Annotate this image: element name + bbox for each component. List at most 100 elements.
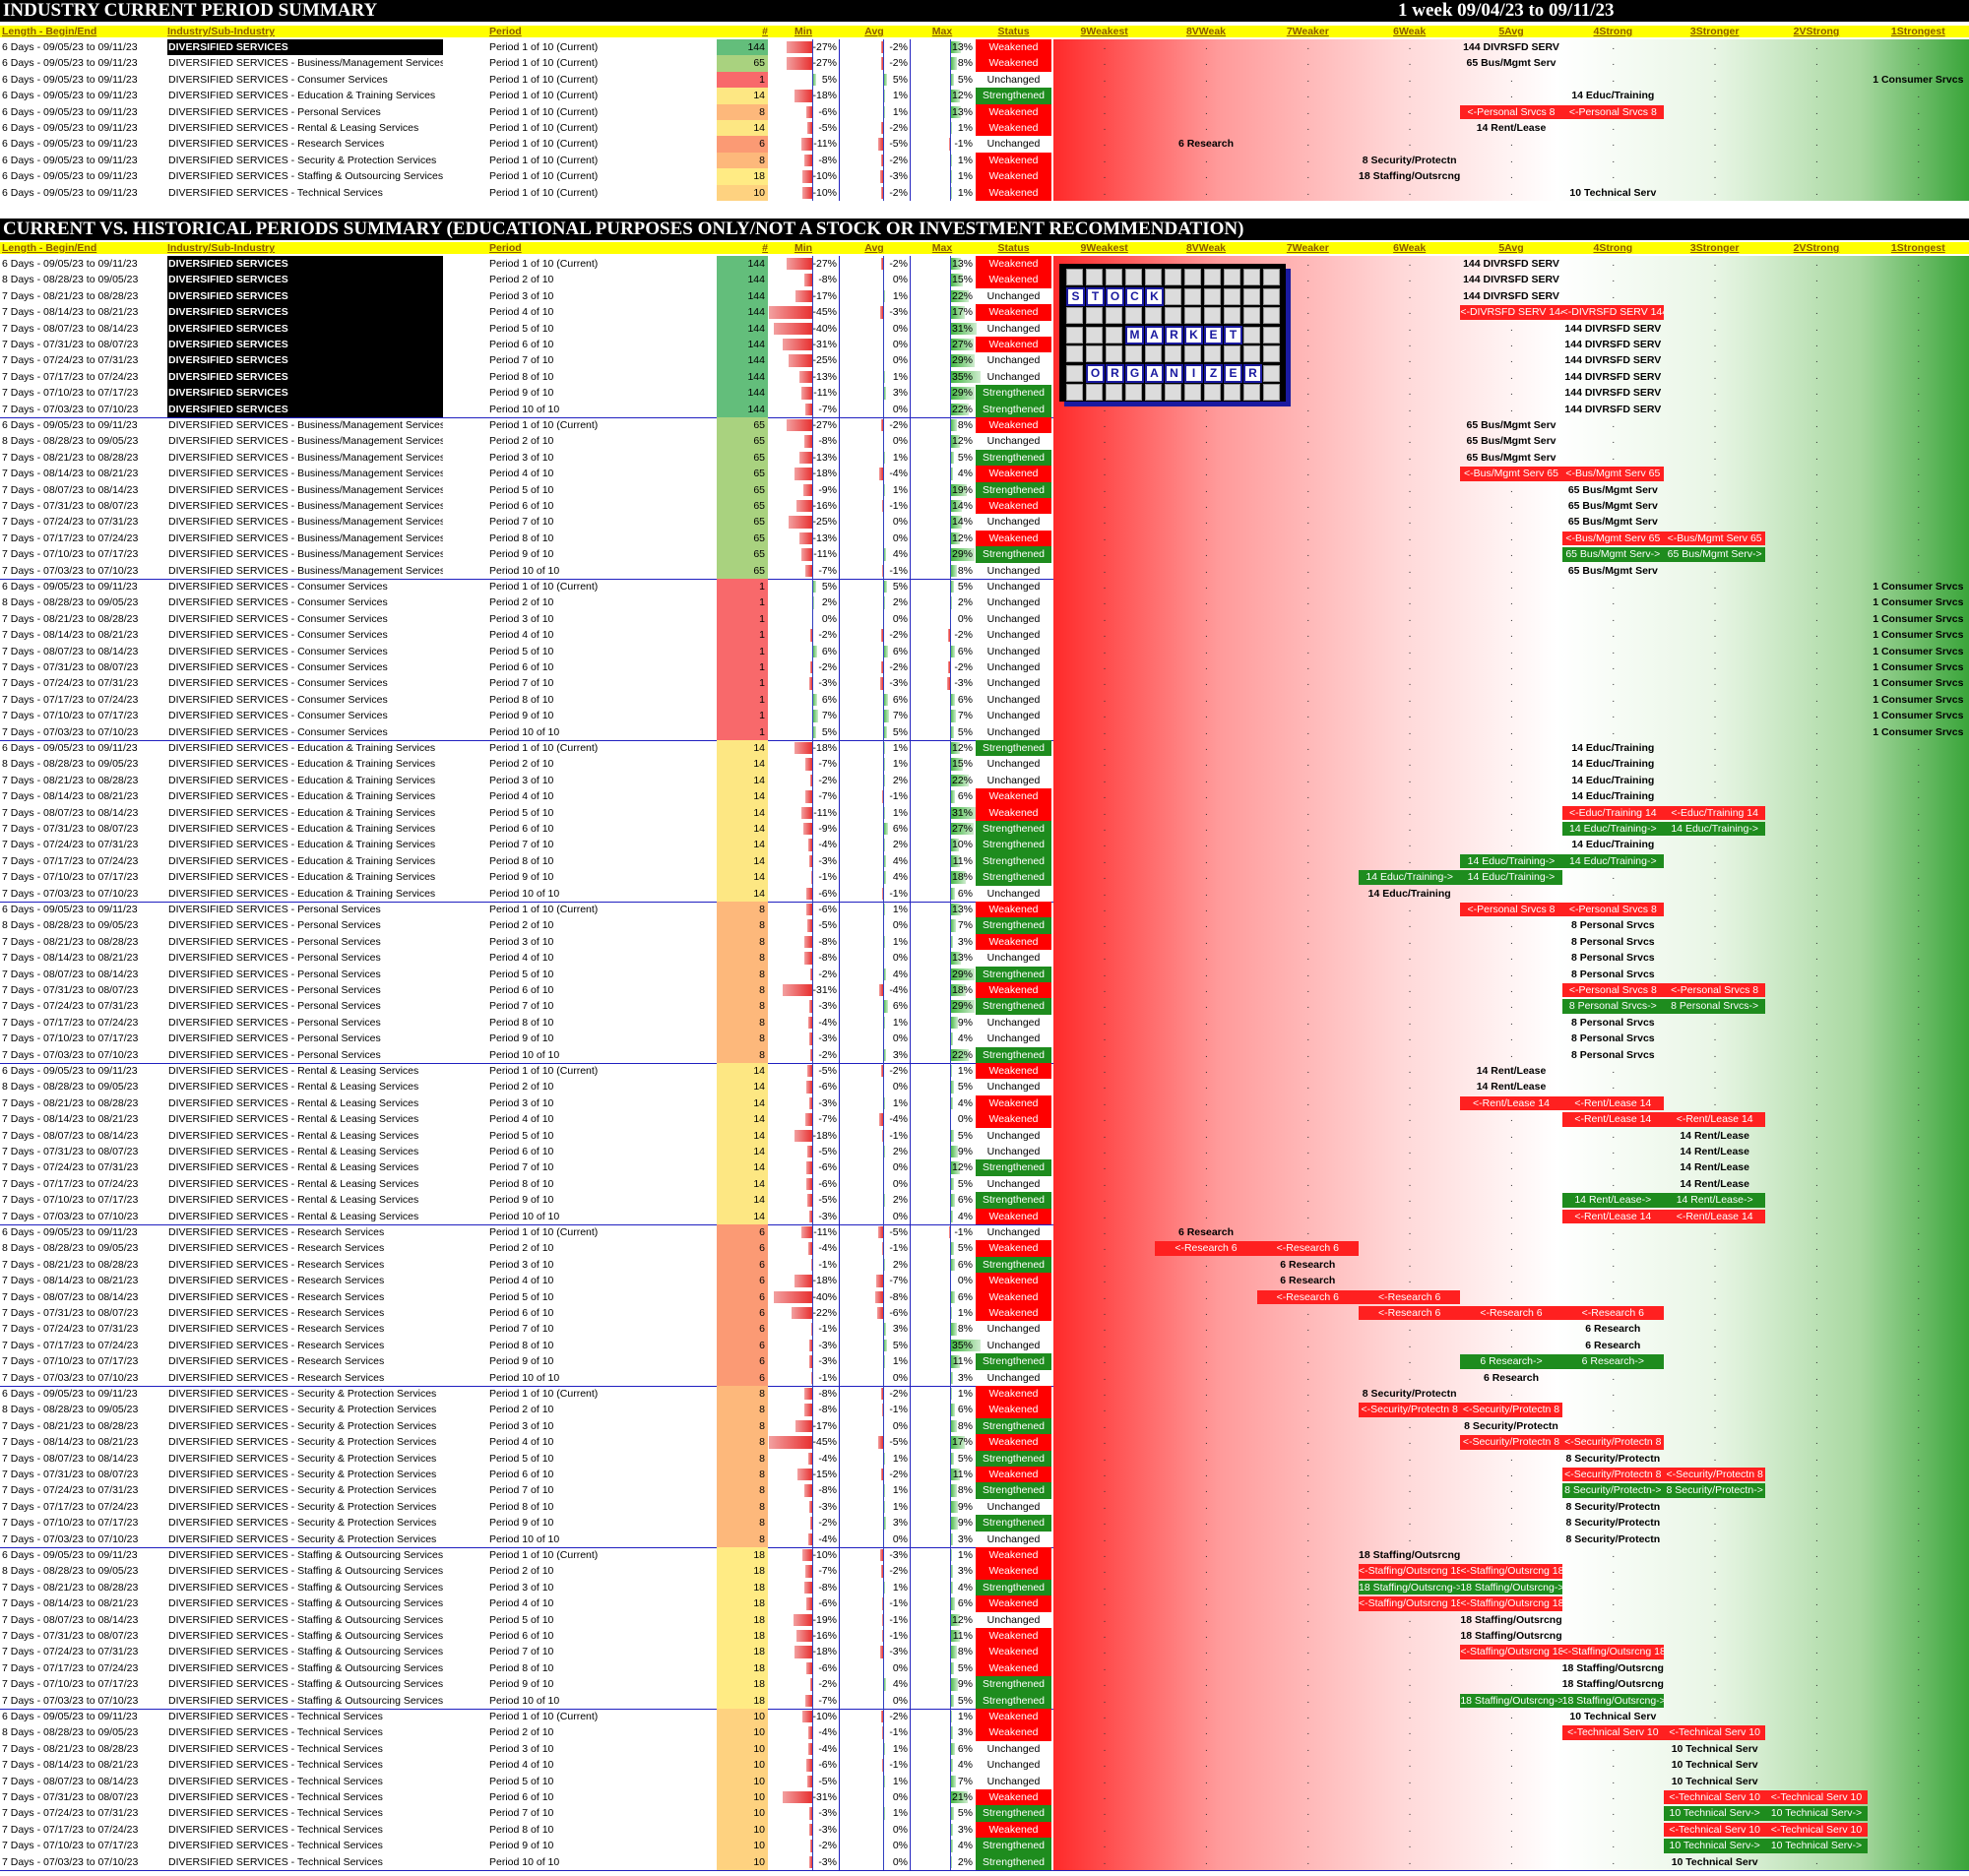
grade-dot: . bbox=[1306, 1355, 1310, 1367]
grade-dot: . bbox=[1205, 1823, 1208, 1835]
grade-dot: . bbox=[1103, 57, 1107, 69]
grade-dot: . bbox=[1205, 1678, 1208, 1690]
period-length: 7 Days - 07/24/23 to 07/31/23 bbox=[2, 1807, 139, 1820]
grade-tag: 6 Research bbox=[1585, 1323, 1641, 1336]
industry-name: DIVERSIFIED SERVICES - Staffing & Outsou… bbox=[168, 170, 443, 183]
grade-dot: . bbox=[1510, 186, 1513, 198]
grade-tag: <-Rent/Lease 14 bbox=[1561, 1209, 1664, 1223]
max-axis bbox=[949, 1208, 951, 1224]
grade-dot: . bbox=[1205, 1661, 1208, 1673]
grade-dot: . bbox=[1408, 806, 1412, 818]
historical-row: 7 Days - 08/07/23 to 08/14/23 DIVERSIFIED… bbox=[0, 1773, 1969, 1789]
max-value: 2% bbox=[957, 596, 973, 609]
status-badge: Unchanged bbox=[986, 516, 1041, 529]
grade-dot: . bbox=[1917, 758, 1921, 770]
logo-cell bbox=[1165, 345, 1181, 362]
grade-dot: . bbox=[1408, 548, 1412, 560]
grade-dot: . bbox=[1713, 1661, 1717, 1673]
avg-value: -6% bbox=[889, 1307, 908, 1319]
grade-dot: . bbox=[1510, 645, 1513, 657]
min-bar bbox=[804, 403, 812, 415]
grade-dot: . bbox=[1205, 758, 1208, 770]
grade-dot: . bbox=[1917, 725, 1921, 737]
stock-count: 6 bbox=[717, 1256, 768, 1274]
grade-dot: . bbox=[1612, 435, 1616, 447]
min-axis bbox=[811, 821, 813, 838]
grade-dot: . bbox=[1408, 1323, 1412, 1335]
max-bar bbox=[949, 1210, 954, 1222]
grade-tag: 144 DIVRSFD SERV bbox=[1564, 322, 1662, 335]
avg-bar bbox=[879, 306, 883, 319]
status-badge: Unchanged bbox=[986, 138, 1041, 151]
avg-axis bbox=[882, 514, 884, 531]
historical-row: 7 Days - 07/03/23 to 07/10/23 DIVERSIFIED… bbox=[0, 1692, 1969, 1709]
grade-dot: . bbox=[1306, 1194, 1310, 1206]
status-badge: Strengthened bbox=[976, 401, 1051, 417]
grade-dot: . bbox=[1205, 1146, 1208, 1157]
grade-dot: . bbox=[1408, 1791, 1412, 1802]
avg-bar bbox=[882, 1048, 886, 1061]
min-bar bbox=[803, 154, 812, 167]
min-axis bbox=[811, 594, 813, 611]
max-bar bbox=[949, 1016, 958, 1030]
header-industry: Industry/Sub-Industry bbox=[167, 26, 276, 37]
period-label: Period 1 of 10 (Current) bbox=[489, 73, 599, 86]
period-length: 7 Days - 08/21/23 to 08/28/23 bbox=[2, 935, 139, 948]
min-value: -7% bbox=[818, 1565, 837, 1578]
stock-count: 1 bbox=[717, 71, 768, 89]
industry-name: DIVERSIFIED SERVICES - Technical Service… bbox=[168, 1823, 383, 1836]
max-value: 13% bbox=[951, 258, 973, 270]
logo-letter: T bbox=[1086, 287, 1105, 306]
historical-row: 6 Days - 09/05/23 to 09/11/23 DIVERSIFIED… bbox=[0, 1224, 1969, 1241]
logo-cell bbox=[1125, 269, 1142, 285]
status-badge: Weakened bbox=[976, 1644, 1051, 1660]
min-value: -8% bbox=[818, 1484, 837, 1497]
grade-dot: . bbox=[1103, 839, 1107, 850]
min-value: -7% bbox=[818, 758, 837, 771]
max-value: 4% bbox=[957, 1840, 973, 1852]
max-axis bbox=[949, 740, 951, 757]
grade-dot: . bbox=[1917, 1581, 1921, 1593]
avg-value: 1% bbox=[892, 1807, 908, 1820]
grade-dot: . bbox=[1917, 1129, 1921, 1141]
stock-count: 65 bbox=[717, 481, 768, 498]
historical-row: 8 Days - 08/28/23 to 09/05/23 DIVERSIFIED… bbox=[0, 594, 1969, 611]
period-label: Period 1 of 10 (Current) bbox=[489, 1226, 599, 1238]
industry-name: DIVERSIFIED SERVICES - Personal Services bbox=[168, 105, 381, 118]
avg-bar bbox=[882, 742, 885, 755]
period-length: 7 Days - 07/03/23 to 07/10/23 bbox=[2, 725, 139, 738]
grade-dot: . bbox=[1510, 41, 1513, 52]
stock-count: 14 bbox=[717, 1127, 768, 1144]
period-label: Period 4 of 10 bbox=[489, 629, 554, 642]
grade-dot: . bbox=[1815, 1517, 1818, 1529]
grade-dot: . bbox=[1713, 693, 1717, 705]
min-axis bbox=[811, 772, 813, 789]
industry-name: DIVERSIFIED SERVICES - Consumer Services bbox=[168, 629, 388, 642]
grade-dot: . bbox=[1205, 1565, 1208, 1577]
grade-dot: . bbox=[1205, 612, 1208, 624]
grade-dot: . bbox=[1103, 1177, 1107, 1189]
period-length: 7 Days - 07/24/23 to 07/31/23 bbox=[2, 1323, 139, 1336]
status-badge: Unchanged bbox=[986, 73, 1041, 86]
max-axis bbox=[949, 1224, 951, 1241]
grade-dot: . bbox=[1205, 984, 1208, 995]
period-label: Period 7 of 10 bbox=[489, 1807, 554, 1820]
grade-dot: . bbox=[1713, 1048, 1717, 1060]
min-value: -4% bbox=[818, 1742, 837, 1755]
grade-dot: . bbox=[1510, 935, 1513, 947]
strength-gradient bbox=[1053, 691, 1969, 709]
stock-count: 8 bbox=[717, 1498, 768, 1516]
grade-dot: . bbox=[1103, 1371, 1107, 1383]
grade-dot: . bbox=[1510, 1711, 1513, 1721]
grade-dot: . bbox=[1815, 952, 1818, 964]
industry-name: DIVERSIFIED SERVICES - Rental & Leasing … bbox=[168, 1065, 419, 1077]
grade-dot: . bbox=[1612, 354, 1616, 366]
grade-dot: . bbox=[1306, 90, 1310, 101]
grade-dot: . bbox=[1306, 758, 1310, 770]
status-badge: Strengthened bbox=[976, 449, 1051, 467]
min-axis bbox=[811, 103, 813, 120]
grade-dot: . bbox=[1612, 1242, 1616, 1254]
grade-dot: . bbox=[1103, 677, 1107, 689]
avg-bar bbox=[882, 1000, 889, 1013]
status-badge: Weakened bbox=[976, 1595, 1051, 1612]
